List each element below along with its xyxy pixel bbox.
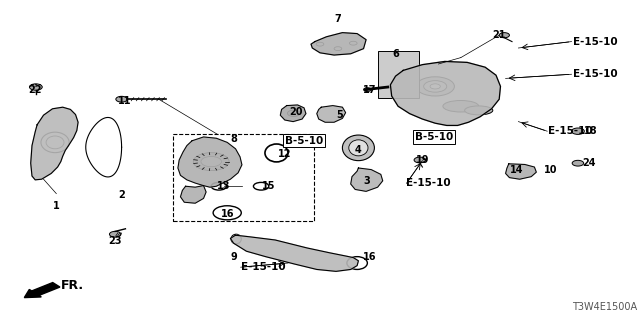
Text: 16: 16 bbox=[363, 252, 377, 262]
Text: 16: 16 bbox=[220, 209, 234, 220]
Polygon shape bbox=[506, 164, 536, 179]
Text: 9: 9 bbox=[230, 252, 237, 262]
Ellipse shape bbox=[430, 84, 440, 89]
Ellipse shape bbox=[29, 84, 42, 90]
Ellipse shape bbox=[572, 160, 584, 166]
Text: E-15-10: E-15-10 bbox=[573, 69, 618, 79]
Text: 21: 21 bbox=[492, 30, 506, 40]
Text: 10: 10 bbox=[543, 165, 557, 175]
Text: 24: 24 bbox=[582, 158, 596, 168]
Text: 8: 8 bbox=[230, 134, 237, 144]
Text: 1: 1 bbox=[53, 201, 60, 212]
Ellipse shape bbox=[349, 140, 368, 156]
Polygon shape bbox=[351, 168, 383, 191]
Ellipse shape bbox=[414, 157, 426, 163]
Polygon shape bbox=[280, 105, 306, 122]
Text: B-5-10: B-5-10 bbox=[415, 132, 453, 142]
Bar bbox=[173, 134, 314, 221]
Text: 15: 15 bbox=[262, 180, 276, 191]
Bar bbox=[378, 51, 419, 98]
Polygon shape bbox=[180, 186, 206, 203]
Polygon shape bbox=[311, 33, 366, 55]
FancyArrow shape bbox=[24, 283, 60, 298]
Ellipse shape bbox=[41, 132, 69, 153]
Ellipse shape bbox=[572, 128, 584, 134]
Ellipse shape bbox=[334, 47, 342, 51]
Text: FR.: FR. bbox=[61, 279, 84, 292]
Polygon shape bbox=[178, 137, 242, 187]
Polygon shape bbox=[317, 106, 346, 122]
Ellipse shape bbox=[342, 135, 374, 161]
Polygon shape bbox=[390, 61, 500, 125]
Ellipse shape bbox=[109, 231, 121, 237]
Text: 22: 22 bbox=[28, 84, 42, 95]
Polygon shape bbox=[31, 107, 78, 180]
Ellipse shape bbox=[424, 81, 447, 92]
Ellipse shape bbox=[364, 88, 371, 92]
Ellipse shape bbox=[116, 96, 127, 102]
Text: 7: 7 bbox=[335, 14, 341, 24]
Text: 20: 20 bbox=[289, 107, 303, 117]
Ellipse shape bbox=[443, 100, 479, 112]
Ellipse shape bbox=[316, 42, 324, 46]
Text: 12: 12 bbox=[278, 148, 292, 159]
Ellipse shape bbox=[349, 41, 357, 45]
Ellipse shape bbox=[201, 156, 221, 167]
Ellipse shape bbox=[193, 153, 229, 171]
Text: E-15-10: E-15-10 bbox=[548, 126, 593, 136]
Text: 4: 4 bbox=[355, 145, 362, 156]
Text: 13: 13 bbox=[217, 180, 231, 191]
Text: 17: 17 bbox=[362, 84, 376, 95]
Text: E-15-10: E-15-10 bbox=[406, 178, 451, 188]
Ellipse shape bbox=[499, 33, 509, 38]
Ellipse shape bbox=[416, 77, 454, 96]
Text: 6: 6 bbox=[392, 49, 399, 60]
Text: 5: 5 bbox=[336, 110, 342, 120]
Text: 11: 11 bbox=[118, 96, 132, 106]
Text: T3W4E1500A: T3W4E1500A bbox=[572, 302, 637, 312]
Text: 2: 2 bbox=[118, 190, 125, 200]
Text: 3: 3 bbox=[364, 176, 370, 186]
Polygon shape bbox=[230, 235, 358, 271]
Text: E-15-10: E-15-10 bbox=[573, 36, 618, 47]
Text: B-5-10: B-5-10 bbox=[285, 136, 323, 146]
Text: 14: 14 bbox=[510, 165, 524, 175]
Text: 19: 19 bbox=[415, 155, 429, 165]
Text: 23: 23 bbox=[108, 236, 122, 246]
Ellipse shape bbox=[465, 106, 493, 115]
Text: 18: 18 bbox=[584, 126, 597, 136]
Text: E-15-10: E-15-10 bbox=[241, 262, 285, 272]
Ellipse shape bbox=[287, 110, 300, 116]
